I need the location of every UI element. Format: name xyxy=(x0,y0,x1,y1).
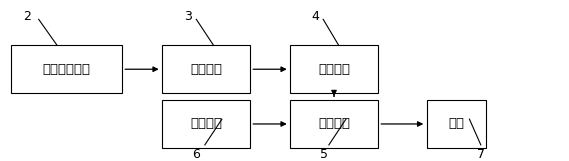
Text: 陀螺仪传感器: 陀螺仪传感器 xyxy=(43,63,91,76)
Text: 4: 4 xyxy=(312,10,320,23)
Text: 存储模块: 存储模块 xyxy=(190,118,222,130)
Text: 计数模块: 计数模块 xyxy=(190,63,222,76)
Text: 2: 2 xyxy=(23,10,31,23)
Text: 5: 5 xyxy=(320,148,328,161)
Text: 6: 6 xyxy=(192,148,200,161)
Text: 3: 3 xyxy=(184,10,192,23)
FancyBboxPatch shape xyxy=(162,100,250,148)
Text: 播放模块: 播放模块 xyxy=(318,118,351,130)
FancyBboxPatch shape xyxy=(290,100,378,148)
FancyBboxPatch shape xyxy=(290,45,378,93)
FancyBboxPatch shape xyxy=(427,100,486,148)
Text: 处理模块: 处理模块 xyxy=(318,63,351,76)
Text: 喇叭: 喇叭 xyxy=(448,118,465,130)
FancyBboxPatch shape xyxy=(11,45,122,93)
FancyBboxPatch shape xyxy=(162,45,250,93)
Text: 7: 7 xyxy=(477,148,485,161)
